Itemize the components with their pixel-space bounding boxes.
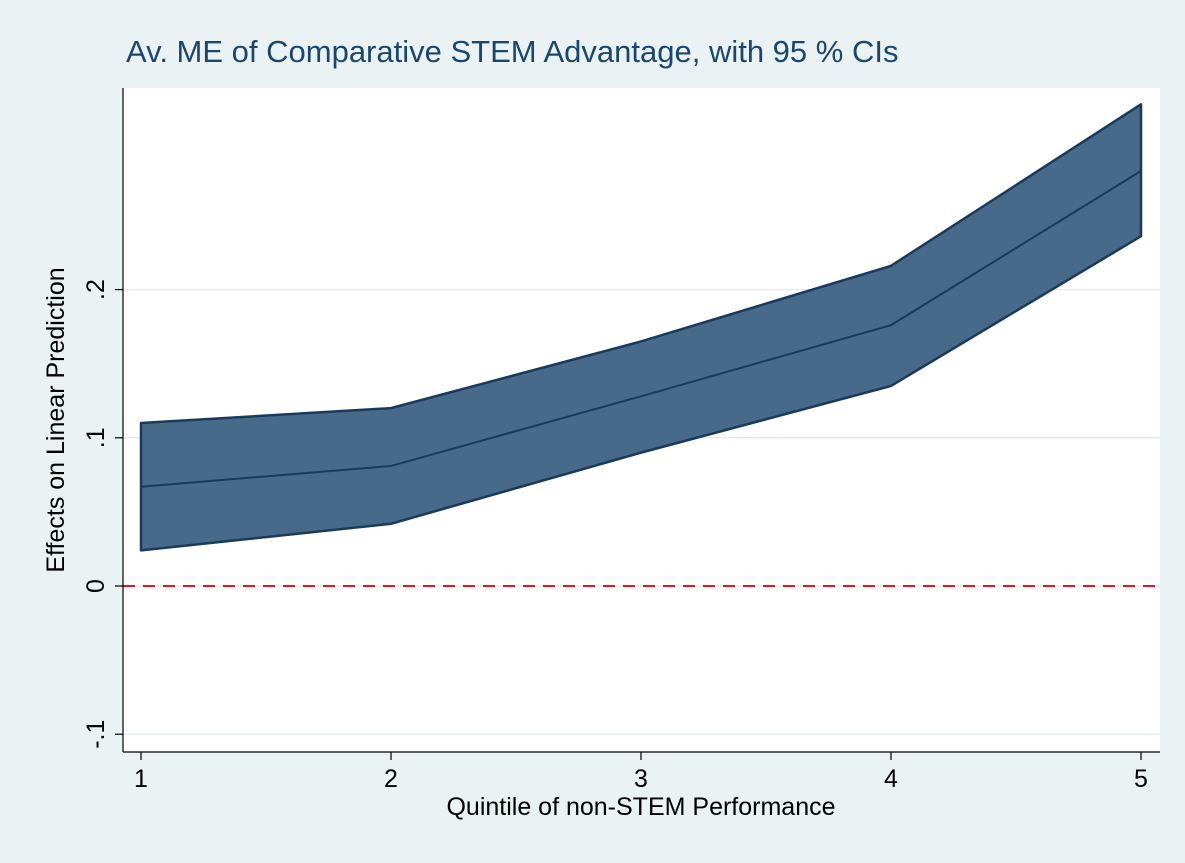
x-tick-label: 5: [1134, 765, 1148, 793]
y-tick-label: .1: [82, 427, 110, 448]
chart-title: Av. ME of Comparative STEM Advantage, wi…: [126, 34, 898, 69]
y-tick-label: .2: [82, 279, 110, 300]
y-axis-label: Effects on Linear Prediction: [42, 267, 70, 572]
estimate-line: [140, 170, 1142, 488]
y-tick-label: -.1: [82, 720, 110, 749]
x-tick-label: 4: [884, 765, 898, 793]
y-tick-label: 0: [82, 579, 110, 593]
x-axis-label: Quintile of non-STEM Performance: [446, 793, 835, 821]
x-tick-label: 1: [134, 765, 148, 793]
confidence-band: [139, 103, 1143, 552]
x-tick-label: 2: [384, 765, 398, 793]
x-tick-label: 3: [634, 765, 648, 793]
